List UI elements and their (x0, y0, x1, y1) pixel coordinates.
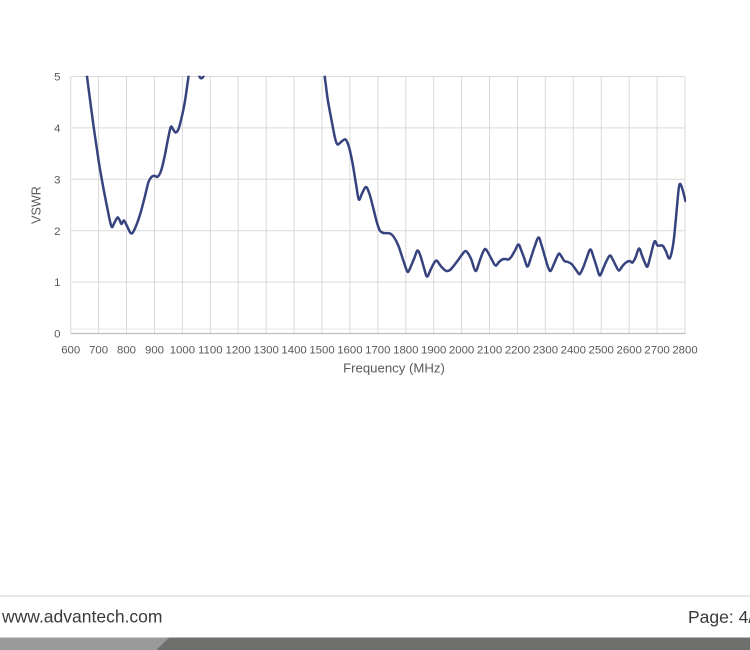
svg-text:2200: 2200 (505, 345, 530, 357)
svg-text:1100: 1100 (198, 345, 223, 357)
svg-text:1400: 1400 (281, 345, 306, 357)
svg-text:2700: 2700 (644, 345, 669, 357)
svg-text:3: 3 (54, 174, 60, 186)
svg-text:VSWR: VSWR (30, 186, 44, 224)
svg-text:2: 2 (54, 226, 60, 238)
svg-text:1: 1 (54, 277, 60, 289)
svg-text:2300: 2300 (533, 345, 558, 357)
svg-text:2800: 2800 (672, 345, 697, 357)
svg-text:800: 800 (117, 345, 136, 357)
svg-text:0: 0 (54, 329, 60, 341)
svg-text:4: 4 (54, 123, 60, 135)
svg-text:1300: 1300 (254, 345, 279, 357)
svg-text:2000: 2000 (449, 345, 474, 357)
svg-text:5: 5 (54, 72, 60, 84)
svg-text:Page: 4/8: Page: 4/8 (688, 607, 750, 627)
svg-text:900: 900 (145, 345, 164, 357)
svg-text:600: 600 (61, 345, 80, 357)
svg-text:1700: 1700 (365, 345, 390, 357)
svg-text:1900: 1900 (421, 345, 446, 357)
svg-text:700: 700 (89, 345, 108, 357)
svg-text:Frequency (MHz): Frequency (MHz) (343, 361, 445, 376)
svg-text:2400: 2400 (561, 345, 586, 357)
svg-text:1800: 1800 (393, 345, 418, 357)
svg-text:2600: 2600 (617, 345, 642, 357)
svg-text:1500: 1500 (309, 345, 334, 357)
svg-text:1000: 1000 (170, 345, 195, 357)
svg-text:1200: 1200 (226, 345, 251, 357)
svg-text:www.advantech.com: www.advantech.com (1, 606, 163, 626)
svg-text:1600: 1600 (337, 345, 362, 357)
svg-text:2500: 2500 (589, 345, 614, 357)
svg-text:2100: 2100 (477, 345, 502, 357)
